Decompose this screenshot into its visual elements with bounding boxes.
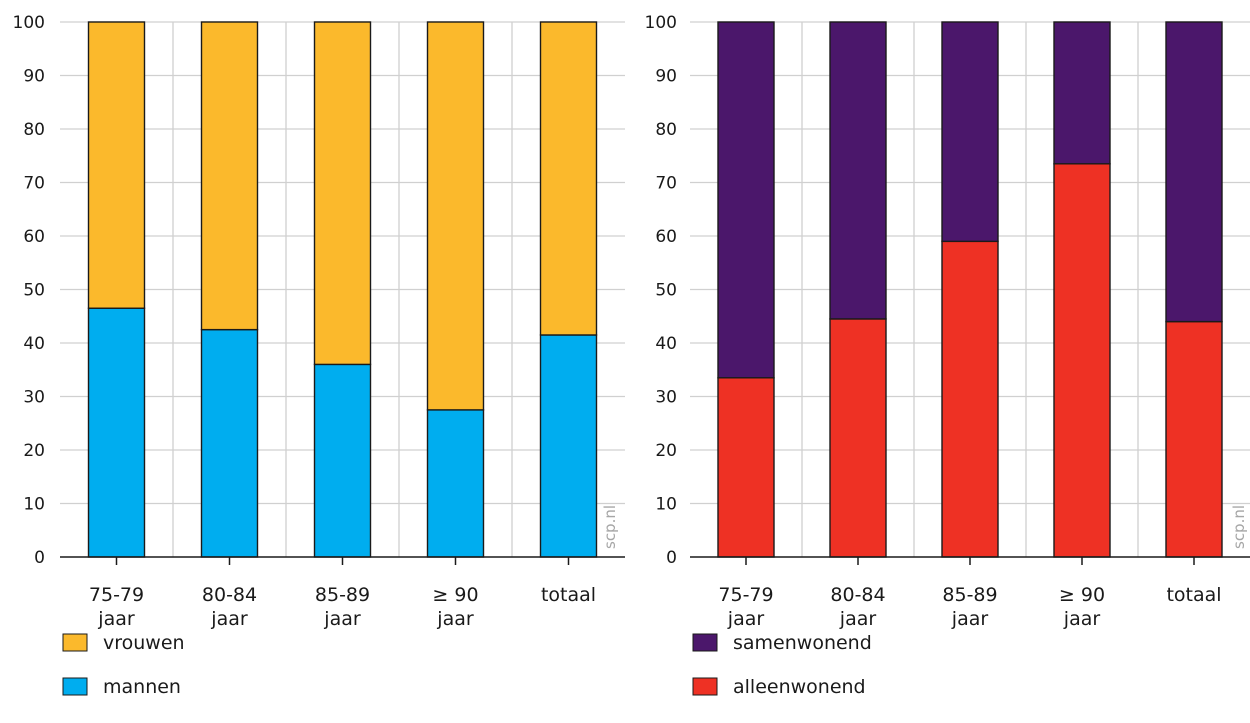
y-tick-label: 30 xyxy=(23,388,45,408)
y-tick-label: 60 xyxy=(655,227,677,247)
watermark-text: scp.nl xyxy=(601,505,619,549)
bar-vrouwen xyxy=(200,21,259,331)
x-tick-label: jaar xyxy=(323,608,361,630)
bar-alleenwonend xyxy=(829,318,887,558)
bar-vrouwen xyxy=(539,21,598,336)
bar-alleenwonend xyxy=(717,377,775,558)
bar-samenwonend xyxy=(941,21,999,243)
x-tick-label: jaar xyxy=(436,608,474,630)
bar-samenwonend xyxy=(829,21,887,320)
x-tick-label: 85-89 xyxy=(315,584,370,606)
y-tick-label: 30 xyxy=(655,388,677,408)
legend-label-mannen: mannen xyxy=(103,676,181,698)
bar-samenwonend xyxy=(717,21,775,379)
bar-samenwonend xyxy=(1053,21,1111,165)
bar-vrouwen xyxy=(313,21,372,366)
x-tick-label: jaar xyxy=(97,608,135,630)
x-tick-label: 75-79 xyxy=(718,584,773,606)
x-tick-label: 75-79 xyxy=(89,584,144,606)
x-tick-label: ≥ 90 xyxy=(1059,584,1105,606)
y-tick-label: 0 xyxy=(666,548,677,568)
legend-swatch-vrouwen xyxy=(62,633,88,652)
y-tick-label: 100 xyxy=(13,13,45,33)
y-tick-label: 90 xyxy=(655,67,677,87)
bar-alleenwonend xyxy=(1053,163,1111,558)
watermark-text: scp.nl xyxy=(1230,505,1248,549)
x-tick-label: jaar xyxy=(1063,608,1101,630)
bar-samenwonend xyxy=(1165,21,1223,323)
x-tick-label: jaar xyxy=(210,608,248,630)
x-tick-label: jaar xyxy=(951,608,989,630)
y-tick-label: 10 xyxy=(655,495,677,515)
y-tick-label: 100 xyxy=(645,13,677,33)
x-tick-label: 80-84 xyxy=(830,584,885,606)
x-tick-label: totaal xyxy=(1166,584,1221,606)
bar-mannen xyxy=(539,334,598,558)
y-tick-label: 90 xyxy=(23,67,45,87)
legend-label-samenwonend: samenwonend xyxy=(733,632,872,654)
y-tick-label: 40 xyxy=(655,334,677,354)
bar-mannen xyxy=(200,328,259,558)
bar-alleenwonend xyxy=(1165,320,1223,558)
bar-vrouwen xyxy=(426,21,485,411)
legend-label-vrouwen: vrouwen xyxy=(103,632,185,654)
bar-mannen xyxy=(313,363,372,558)
x-tick-label: 80-84 xyxy=(202,584,257,606)
y-tick-label: 20 xyxy=(23,441,45,461)
y-tick-label: 20 xyxy=(655,441,677,461)
y-tick-label: 50 xyxy=(23,281,45,301)
y-tick-label: 70 xyxy=(655,174,677,194)
legend-swatch-samenwonend xyxy=(692,633,718,652)
chart-panel-1: 010203040506070809010075-79jaar80-84jaar… xyxy=(13,13,625,698)
x-tick-label: jaar xyxy=(727,608,765,630)
y-tick-label: 80 xyxy=(23,120,45,140)
legend-label-alleenwonend: alleenwonend xyxy=(733,676,866,698)
y-tick-label: 50 xyxy=(655,281,677,301)
y-tick-label: 40 xyxy=(23,334,45,354)
y-tick-label: 60 xyxy=(23,227,45,247)
x-tick-label: ≥ 90 xyxy=(432,584,478,606)
bar-alleenwonend xyxy=(941,240,999,558)
y-tick-label: 80 xyxy=(655,120,677,140)
x-tick-label: jaar xyxy=(839,608,877,630)
bar-vrouwen xyxy=(87,21,146,309)
bar-mannen xyxy=(87,307,146,558)
y-tick-label: 10 xyxy=(23,495,45,515)
y-tick-label: 70 xyxy=(23,174,45,194)
x-tick-label: totaal xyxy=(541,584,596,606)
x-tick-label: 85-89 xyxy=(942,584,997,606)
y-tick-label: 0 xyxy=(34,548,45,568)
bar-mannen xyxy=(426,409,485,558)
legend-swatch-mannen xyxy=(62,677,88,696)
legend-swatch-alleenwonend xyxy=(692,677,718,696)
chart-panel-2: 010203040506070809010075-79jaar80-84jaar… xyxy=(645,13,1250,698)
